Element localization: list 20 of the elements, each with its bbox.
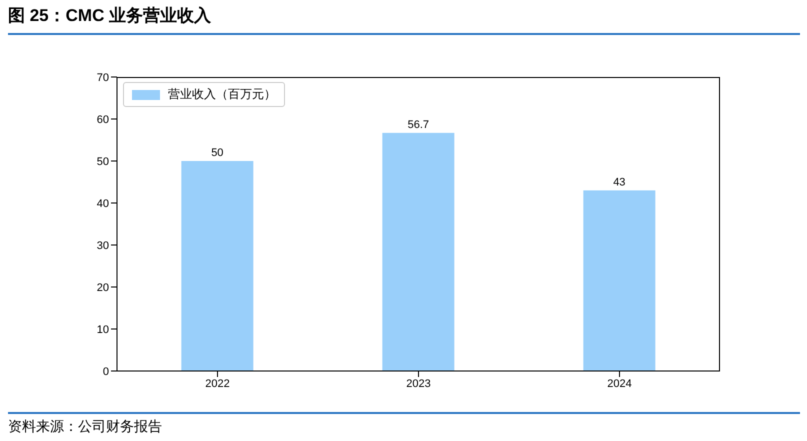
x-tick-label: 2022 [205, 378, 230, 390]
bar [382, 132, 454, 371]
data-label: 50 [211, 147, 224, 159]
y-tick-label: 50 [96, 156, 109, 168]
y-tick-label: 20 [96, 282, 109, 294]
bar [583, 190, 656, 371]
text: 资料来源：公司财务报告 [8, 418, 162, 436]
y-tick-label: 60 [96, 114, 109, 126]
legend-label: 营业收入（百万元） [168, 86, 276, 103]
data-label: 56.7 [408, 118, 430, 131]
y-tick-label: 70 [96, 72, 109, 84]
y-tick-label: 0 [102, 366, 109, 378]
bar [181, 161, 254, 371]
y-tick-label: 30 [96, 240, 109, 252]
y-tick-label: 10 [96, 324, 109, 336]
x-tick-label: 2024 [607, 378, 632, 390]
y-tick-label: 40 [96, 198, 109, 210]
x-tick-label: 2023 [406, 378, 431, 390]
data-label: 43 [613, 176, 626, 188]
chart-title: 图 25：CMC 业务营业收入 [8, 5, 212, 27]
